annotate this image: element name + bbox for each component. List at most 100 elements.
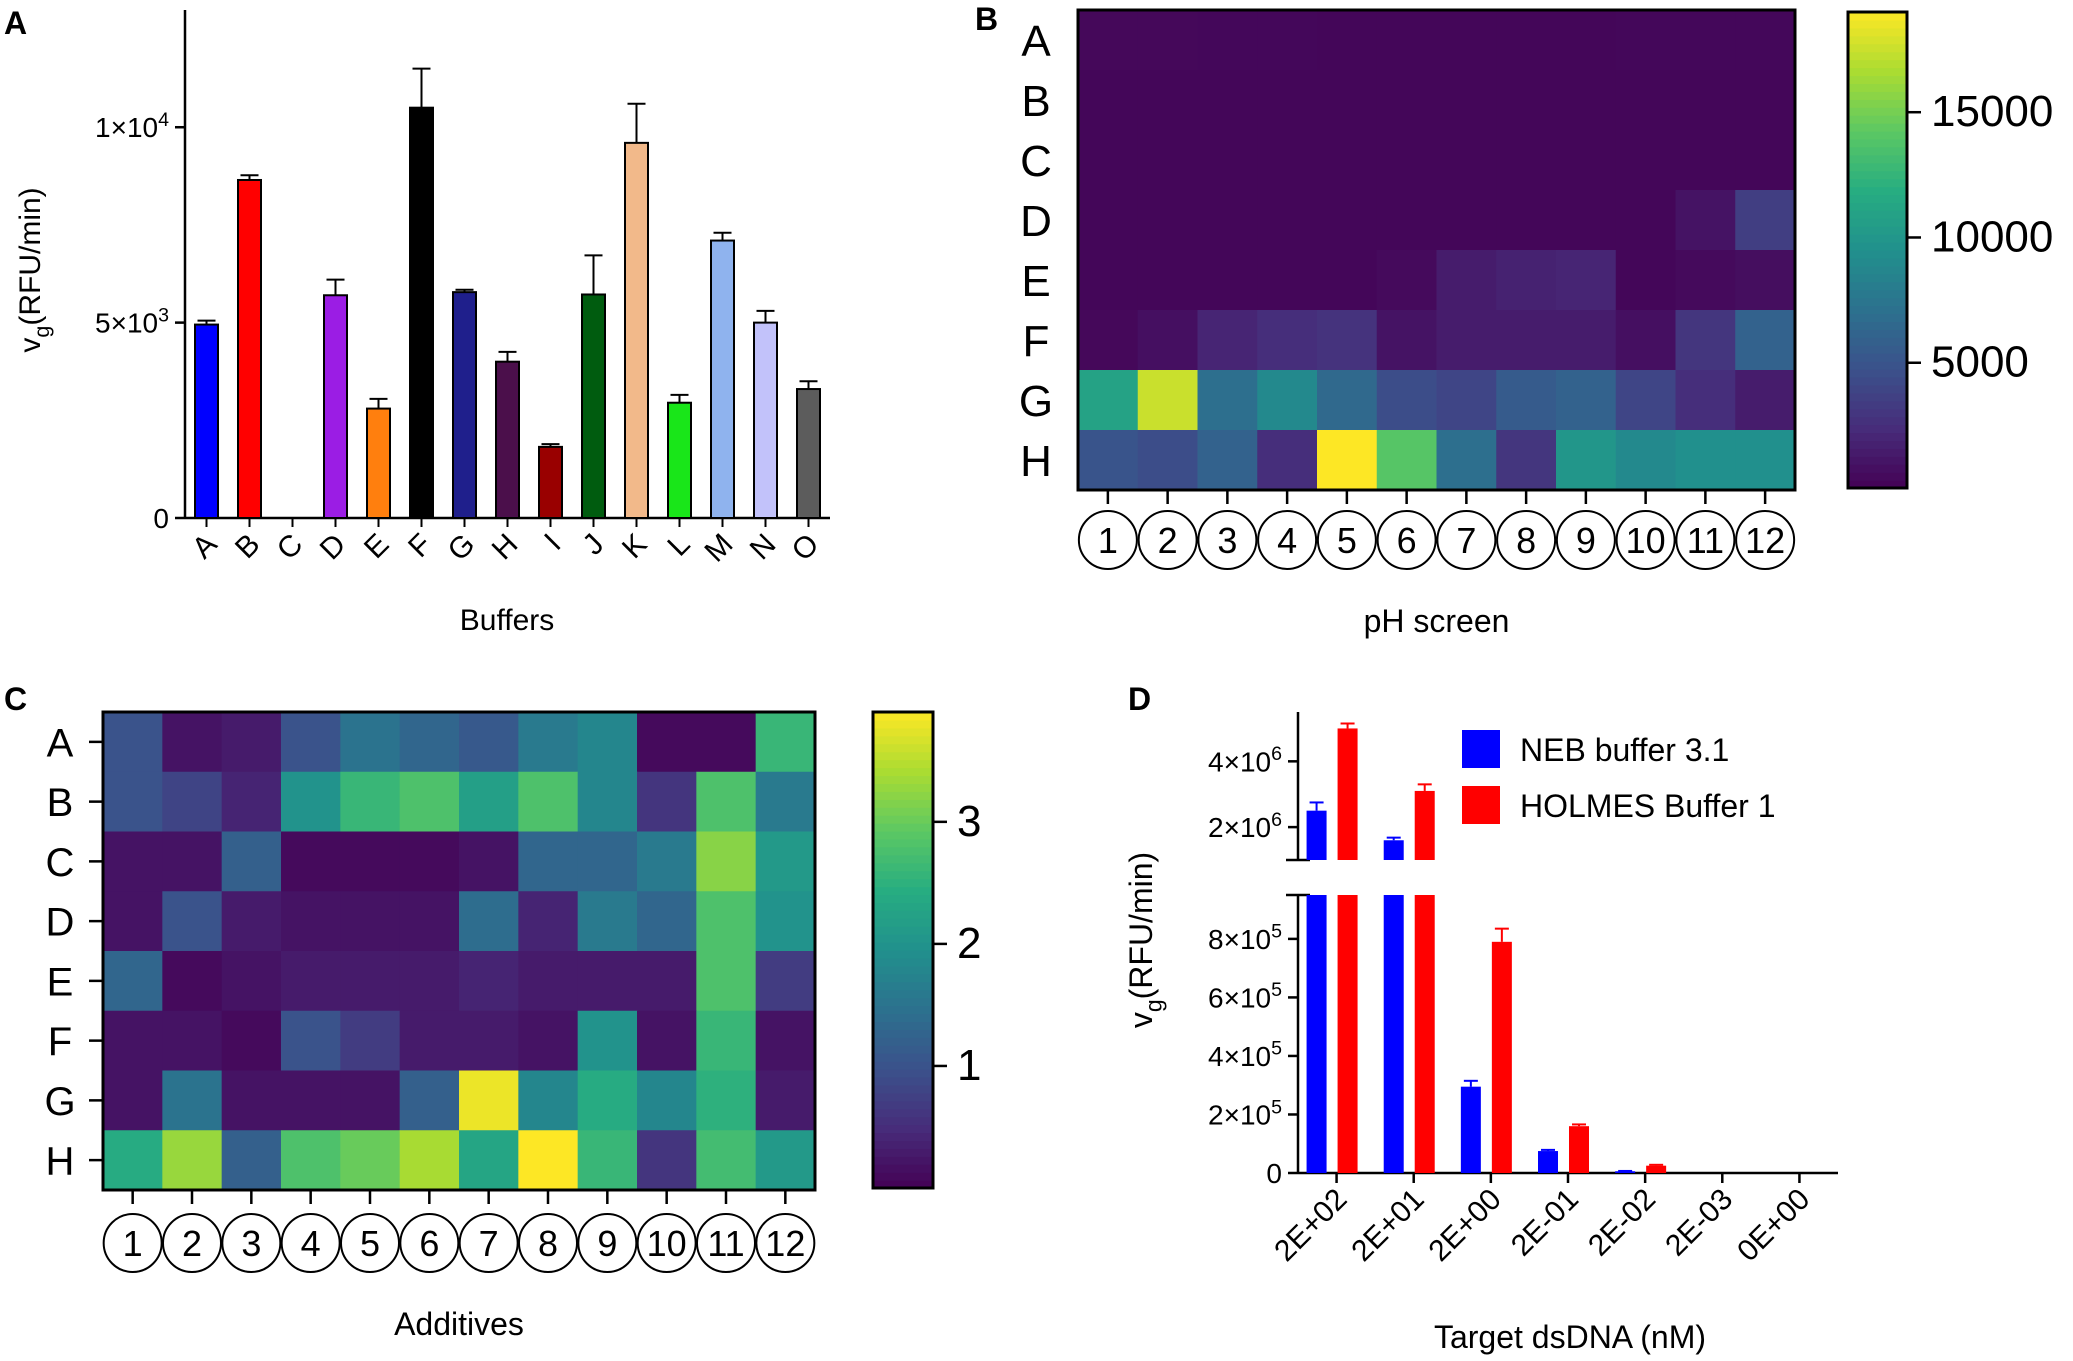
c-colorbar-segment xyxy=(873,862,933,872)
d-ytick-label: 6×105 xyxy=(1208,979,1282,1013)
c-colorbar-segment xyxy=(873,926,933,935)
c-colorbar-segment xyxy=(873,989,933,999)
c-colorbar-segment xyxy=(873,1156,933,1165)
c-colorbar-segment xyxy=(873,1061,933,1070)
b-colorbar-segment xyxy=(1848,194,1907,203)
b-cell: C11: 300 xyxy=(1675,130,1736,191)
c-col-label: 6 xyxy=(419,1223,439,1264)
c-row-label: F xyxy=(48,1020,72,1064)
c-cell: A12: 2.6 xyxy=(755,712,816,773)
b-cell: D5: 300 xyxy=(1317,190,1378,251)
b-cell: D9: 300 xyxy=(1556,190,1617,251)
b-colorbar-segment xyxy=(1848,376,1907,386)
a-bar xyxy=(366,407,391,520)
b-cell: B4: 300 xyxy=(1257,70,1318,131)
d-ytick-label: 0 xyxy=(1266,1158,1282,1189)
c-colorbar-segment xyxy=(873,878,933,888)
b-colorbar-segment xyxy=(1848,186,1907,196)
c-cell: D12: 2 xyxy=(755,891,816,952)
b-col-circle xyxy=(1197,510,1258,570)
d-bar xyxy=(1569,1126,1589,1173)
b-cell: B2: 300 xyxy=(1137,70,1198,131)
b-col-circle xyxy=(1555,510,1616,570)
b-cell: F1: 400 xyxy=(1078,310,1139,371)
c-cell: A5: 1.5 xyxy=(340,712,401,773)
a-bar xyxy=(796,388,821,519)
c-col-circle xyxy=(280,1213,341,1273)
c-cell: H3: 1.2 xyxy=(221,1130,282,1191)
b-col-circle xyxy=(1316,510,1377,570)
d-bar xyxy=(1646,1165,1667,1173)
b-colorbar-segment xyxy=(1848,305,1907,315)
d-xtick-label: 2E-03 xyxy=(1659,1183,1739,1263)
a-xtick-label: J xyxy=(577,528,611,562)
a-xtick-label: N xyxy=(744,528,783,567)
b-row-label: H xyxy=(1020,437,1052,486)
b-row-label: G xyxy=(1019,377,1053,426)
c-cell: C7: 0.2 xyxy=(459,831,519,892)
c-cell: E2: 0.1 xyxy=(162,951,223,1012)
c-colorbar-segment xyxy=(873,1045,933,1054)
c-cell: D2: 1 xyxy=(162,891,223,952)
c-col-circle xyxy=(102,1213,163,1273)
a-bar xyxy=(753,321,778,519)
c-col-label: 1 xyxy=(123,1223,143,1264)
c-colorbar-segment xyxy=(873,759,933,769)
b-row-label: C xyxy=(1020,137,1052,186)
b-cell: E12: 700 xyxy=(1735,250,1796,311)
b-cell: C5: 300 xyxy=(1317,130,1378,191)
b-colorbar-segment xyxy=(1848,353,1907,362)
a-bar xyxy=(237,178,262,519)
b-row-label: A xyxy=(1021,17,1051,66)
c-cell: C1: 0.2 xyxy=(103,831,163,892)
b-cell: G9: 6000 xyxy=(1556,370,1617,431)
c-col-label: 3 xyxy=(241,1223,261,1264)
b-cell: H9: 10000 xyxy=(1556,430,1617,491)
b-colorbar-segment xyxy=(1848,138,1907,148)
c-colorbar-segment xyxy=(873,854,933,864)
c-cell: E12: 0.7 xyxy=(755,951,816,1012)
c-cell: C2: 0.2 xyxy=(162,831,223,892)
c-cell: D3: 0.3 xyxy=(221,891,282,952)
b-cell: A3: 350 xyxy=(1197,10,1258,71)
c-col-label: 5 xyxy=(360,1223,380,1264)
c-col-circle xyxy=(577,1213,638,1273)
a-bar xyxy=(581,293,606,520)
a-xtick-label: L xyxy=(661,528,696,563)
c-cell: F3: 0.1 xyxy=(221,1010,282,1071)
b-colorbar-segment xyxy=(1848,313,1907,322)
b-cell: A8: 300 xyxy=(1496,10,1557,71)
c-cell: A8: 1.6 xyxy=(518,712,579,773)
b-cell: E3: 300 xyxy=(1197,250,1258,311)
c-colorbar-segment xyxy=(873,1013,933,1022)
a-xtick-label: E xyxy=(358,528,395,565)
b-colorbar-segment xyxy=(1848,416,1907,426)
a-xtick-label: D xyxy=(314,528,353,567)
b-cell: G1: 11000 xyxy=(1078,370,1139,431)
c-colorbar-segment xyxy=(873,1172,933,1181)
c-colorbar-segment xyxy=(873,934,933,943)
c-colorbar-segment xyxy=(873,799,933,808)
b-colorbar-segment xyxy=(1848,115,1907,124)
c-colorbar-segment xyxy=(873,957,933,967)
b-col-label: 11 xyxy=(1687,520,1724,561)
c-colorbar-segment xyxy=(873,973,933,983)
d-bar-upper xyxy=(1414,790,1435,860)
d-ytick-label: 8×105 xyxy=(1208,921,1282,955)
c-cell: F2: 0.2 xyxy=(162,1010,223,1071)
c-cell: C9: 1.3 xyxy=(577,831,638,892)
b-cell: F7: 1500 xyxy=(1436,310,1497,371)
c-cell: G1: 0.2 xyxy=(103,1070,163,1131)
c-colorbar-segment xyxy=(873,1108,933,1118)
c-cell: G12: 0.3 xyxy=(755,1070,816,1131)
b-colorbar-segment xyxy=(1848,27,1907,37)
c-col-circle xyxy=(696,1213,756,1273)
c-cell: H12: 2.1 xyxy=(755,1130,816,1191)
c-cell: E11: 2.8 xyxy=(696,951,757,1012)
c-cell: F11: 2.6 xyxy=(696,1010,757,1071)
c-cell: H10: 0.6 xyxy=(637,1130,697,1191)
b-cell: C8: 300 xyxy=(1496,130,1557,191)
c-cell: A3: 0.3 xyxy=(221,712,282,773)
b-colorbar-segment xyxy=(1848,83,1907,92)
d-bar xyxy=(1538,1151,1558,1173)
